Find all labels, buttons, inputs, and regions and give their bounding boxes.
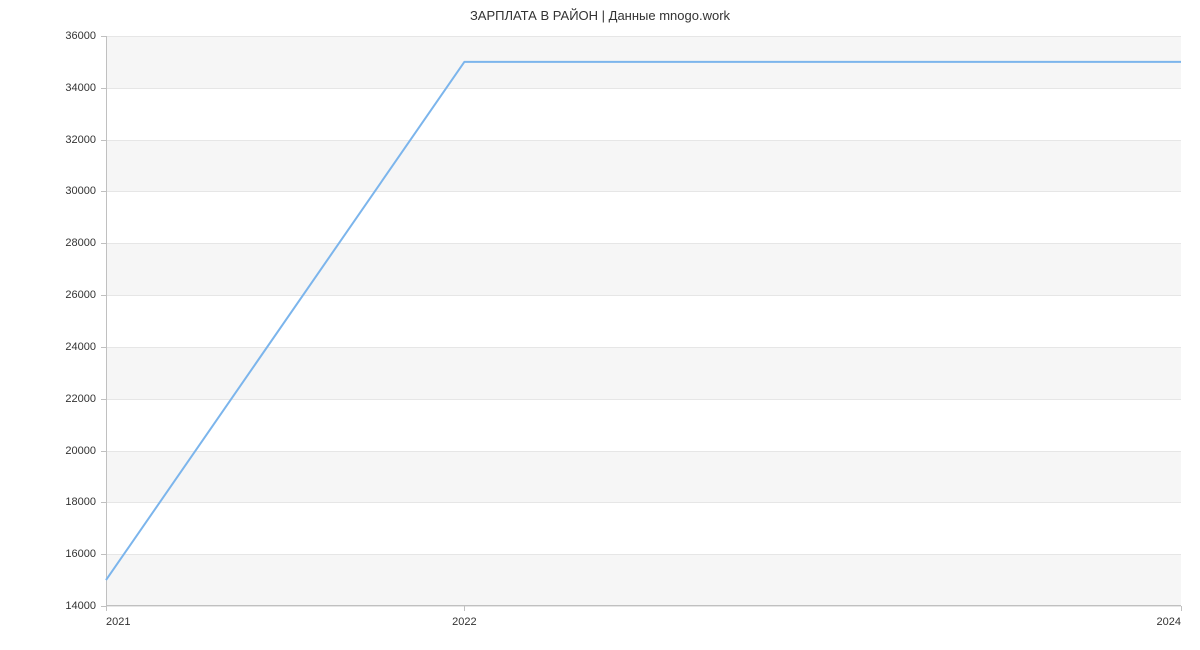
- y-tick-label: 16000: [65, 548, 106, 560]
- x-tick-label: 2022: [452, 606, 476, 628]
- chart-title: ЗАРПЛАТА В РАЙОН | Данные mnogo.work: [0, 8, 1200, 23]
- y-tick-label: 36000: [65, 30, 106, 42]
- y-tick-label: 20000: [65, 445, 106, 457]
- y-tick-label: 34000: [65, 82, 106, 94]
- x-tick-mark: [1181, 606, 1182, 611]
- y-tick-label: 28000: [65, 237, 106, 249]
- series-line-salary: [106, 62, 1181, 580]
- y-tick-label: 18000: [65, 496, 106, 508]
- y-tick-label: 24000: [65, 341, 106, 353]
- y-tick-label: 30000: [65, 185, 106, 197]
- y-tick-label: 14000: [65, 600, 106, 612]
- plot-area: 1400016000180002000022000240002600028000…: [106, 36, 1181, 606]
- y-tick-label: 22000: [65, 393, 106, 405]
- chart-container: { "chart": { "type": "line", "title": "З…: [0, 0, 1200, 650]
- y-tick-label: 32000: [65, 134, 106, 146]
- y-tick-label: 26000: [65, 289, 106, 301]
- gridline: [106, 606, 1181, 607]
- x-tick-label: 2024: [1157, 606, 1181, 628]
- x-tick-label: 2021: [106, 606, 130, 628]
- series-layer: [106, 36, 1181, 606]
